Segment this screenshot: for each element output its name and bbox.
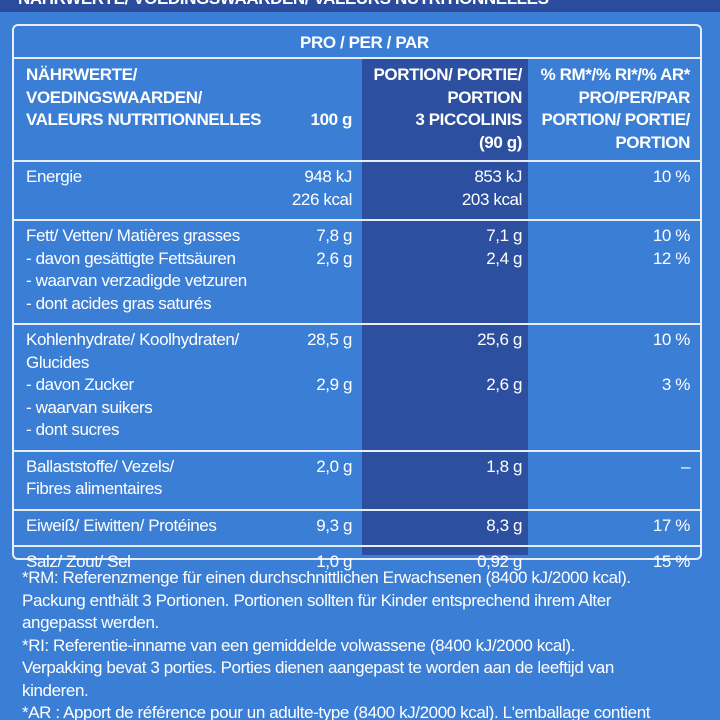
- nutrient-label: - dont acides gras saturés: [26, 293, 212, 313]
- value: 10 %: [652, 167, 691, 186]
- value: 8,3 g: [486, 515, 522, 535]
- value: 17 %: [652, 515, 691, 535]
- value: 226 kcal: [291, 189, 353, 209]
- nutrient-label: Eiweiß/ Eiwitten/ Protéines: [26, 515, 217, 535]
- value: 12 %: [652, 248, 691, 268]
- value: 7,1 g: [486, 226, 522, 245]
- value: 28,5 g: [307, 330, 352, 349]
- nutrient-label: Glucides: [26, 352, 89, 372]
- column-header: (90 g): [479, 132, 522, 152]
- value: 15 %: [652, 552, 691, 571]
- value: 2,6 g: [316, 248, 352, 268]
- title-band: [0, 0, 720, 12]
- value: 3 %: [661, 375, 690, 394]
- value: 1,8 g: [486, 456, 522, 476]
- column-header: PORTION: [615, 132, 690, 152]
- value: 2,9 g: [316, 375, 352, 394]
- nutrient-label: Kohlenhydrate/ Koolhydraten/: [26, 330, 239, 349]
- footnote: angepasst werden.: [22, 613, 159, 632]
- footnote: *AR : Apport de référence pour un adulte…: [22, 703, 651, 720]
- footnote: kinderen.: [22, 680, 89, 700]
- column-header: 100 g: [310, 110, 353, 129]
- column-group: PRO / PER / PAR: [300, 33, 429, 52]
- nutrient-label: - waarvan verzadigde vetzuren: [26, 271, 247, 290]
- title: NÄHRWERTE/ VOEDINGSWAARDEN/ VALEURS NUTR…: [18, 0, 549, 10]
- value: 25,6 g: [477, 330, 522, 349]
- footnote: Packung enthält 3 Portionen. Portionen s…: [22, 590, 612, 610]
- value: 853 kJ: [474, 167, 522, 186]
- rule: [14, 449, 700, 452]
- footnote: *RM: Referenzmenge für einen durchschnit…: [22, 568, 631, 587]
- rule: [14, 545, 700, 547]
- value: –: [680, 456, 690, 476]
- column-header: 3 PICCOLINIS: [415, 110, 522, 129]
- column-header: PORTION/ PORTIE/: [373, 65, 522, 84]
- rule: [14, 508, 700, 511]
- value: 9,3 g: [316, 515, 352, 535]
- column-header: VOEDINGSWAARDEN/: [26, 87, 202, 107]
- nutrient-label: Ballaststoffe/ Vezels/: [26, 456, 174, 476]
- nutrient-label: Energie: [26, 167, 82, 186]
- value: 203 kcal: [461, 189, 523, 209]
- value: 0,92 g: [477, 552, 522, 571]
- rule: [14, 219, 700, 221]
- nutrient-label: Fibres alimentaires: [26, 479, 163, 498]
- footnote: Verpakking bevat 3 porties. Porties dien…: [22, 658, 614, 677]
- nutrient-label: - davon gesättigte Fettsäuren: [26, 248, 236, 268]
- rule: [14, 57, 700, 59]
- column-header: PORTION/ PORTIE/: [541, 110, 690, 129]
- value: 2,0 g: [316, 456, 352, 476]
- footnote: *RI: Referentie-inname van een gemiddeld…: [22, 635, 575, 655]
- column-header: PRO/PER/PAR: [578, 87, 691, 107]
- value: 1,0 g: [316, 552, 352, 571]
- value: 10 %: [652, 330, 691, 349]
- value: 10 %: [652, 226, 691, 245]
- column-header: PORTION: [447, 87, 522, 107]
- nutrient-label: Fett/ Vetten/ Matières grasses: [26, 226, 240, 245]
- rule: [14, 160, 700, 162]
- nutrient-label: - waarvan suikers: [26, 397, 153, 417]
- portion-column: [362, 58, 528, 555]
- table-frame: [12, 24, 702, 560]
- column-header: NÄHRWERTE/: [26, 65, 137, 84]
- value: 2,6 g: [486, 375, 522, 394]
- nutrient-label: Salz/ Zout/ Sel: [26, 552, 131, 571]
- column-header: % RM*/% RI*/% AR*: [540, 65, 691, 84]
- value: 948 kJ: [304, 167, 352, 186]
- value: 7,8 g: [316, 226, 352, 245]
- column-header: VALEURS NUTRITIONNELLES: [26, 110, 262, 129]
- nutrient-label: - davon Zucker: [26, 375, 134, 394]
- value: 2,4 g: [486, 248, 522, 268]
- nutrient-label: - dont sucres: [26, 420, 120, 439]
- rule: [14, 323, 700, 325]
